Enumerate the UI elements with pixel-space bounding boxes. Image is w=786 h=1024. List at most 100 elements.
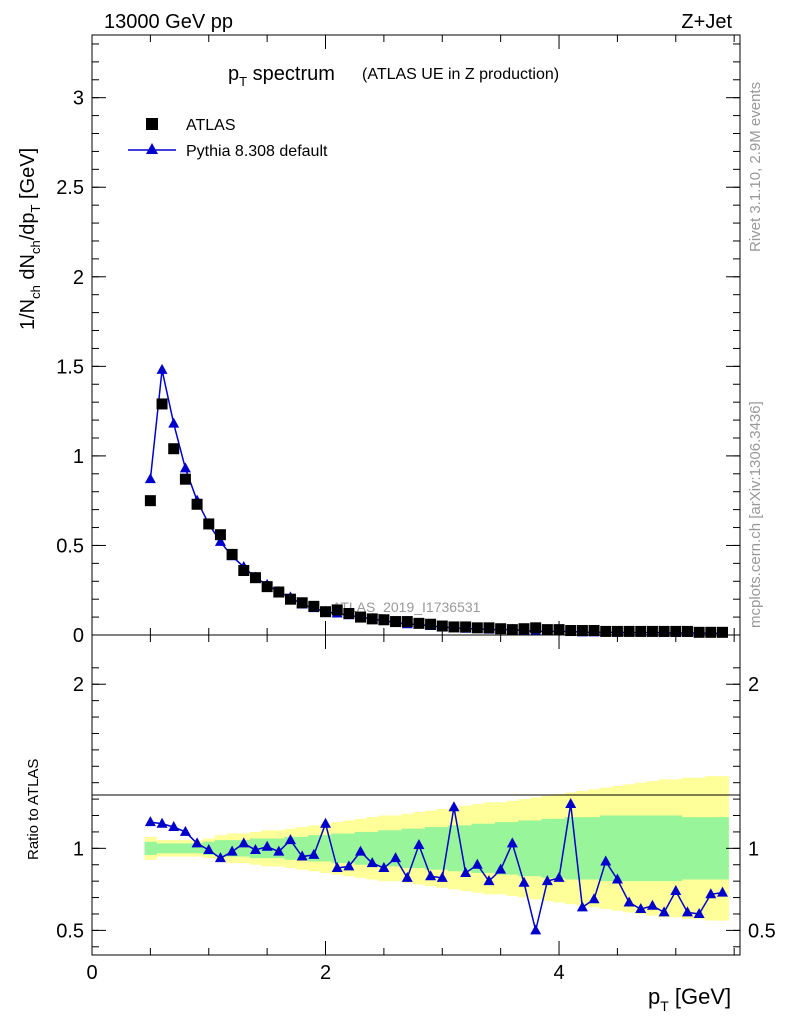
- mc-ratio-point: [565, 798, 577, 809]
- band-inner-bin: [144, 841, 157, 855]
- data-main-point: [611, 625, 623, 637]
- band-inner-bin: [471, 823, 484, 873]
- main-y-tick-label: 0: [73, 625, 84, 647]
- band-inner-bin: [331, 833, 344, 864]
- x-tick-label: 4: [553, 962, 564, 984]
- mc-ratio-point: [518, 876, 530, 887]
- ratio-y-tick-label-right: 2: [748, 674, 759, 696]
- band-inner-bin: [611, 815, 624, 882]
- mc-ratio-point: [331, 862, 343, 873]
- title-rest: spectrum: [247, 63, 335, 85]
- data-main-point: [670, 625, 682, 637]
- ylabel-part-1: 1/N: [17, 299, 39, 330]
- band-inner-bin: [401, 828, 414, 869]
- mc-ratio-series: [144, 798, 728, 935]
- mc-ratio-point: [378, 862, 390, 873]
- x-tick-label: 2: [320, 962, 331, 984]
- mc-ratio-point: [611, 873, 623, 884]
- mc-ratio-point: [308, 848, 320, 859]
- data-main-point: [390, 616, 402, 628]
- ratio-frame: [91, 634, 741, 956]
- mc-main-line: [149, 369, 723, 634]
- data-main-point: [284, 593, 296, 605]
- main-y-tick-label: 3: [73, 88, 84, 110]
- band-inner-bin: [693, 817, 706, 880]
- mc-ratio-point: [273, 845, 285, 856]
- data-main-point: [460, 621, 472, 633]
- data-main-point: [331, 604, 343, 616]
- data-main-point: [366, 613, 378, 625]
- mc-ratio-point: [483, 875, 495, 886]
- data-main-point: [681, 625, 693, 637]
- data-main-series: [144, 398, 728, 638]
- plot-title-extra: (ATLAS UE in Z production): [362, 66, 559, 83]
- mc-ratio-point: [238, 837, 250, 848]
- mc-ratio-point: [541, 875, 553, 886]
- mc-ratio-point: [203, 843, 215, 854]
- mc-ratio-point: [413, 839, 425, 850]
- data-main-point: [413, 617, 425, 629]
- mc-ratio-point: [179, 825, 191, 836]
- data-main-point: [518, 623, 530, 635]
- mc-ratio-point: [635, 903, 647, 914]
- plot-title: pT spectrum: [228, 63, 335, 89]
- band-inner-bin: [366, 831, 379, 865]
- mc-ratio-point: [191, 837, 203, 848]
- mc-ratio-point: [530, 924, 542, 935]
- data-main-point: [249, 572, 261, 584]
- mc-ratio-point: [226, 845, 238, 856]
- mc-ratio-point: [705, 888, 717, 899]
- mc-ratio-point: [144, 816, 156, 827]
- band-inner-bin: [378, 830, 391, 867]
- data-main-point: [320, 606, 332, 618]
- mc-ratio-point: [390, 852, 402, 863]
- mc-ratio-point: [681, 906, 693, 917]
- main-y-tick-label: 2: [73, 267, 84, 289]
- ylabel-sub-3: T: [28, 204, 43, 212]
- rivet-label: Rivet 3.1.10, 2.9M events: [747, 82, 764, 252]
- ylabel-sub-2: ch: [28, 240, 43, 254]
- data-main-point: [203, 518, 215, 530]
- mcplots-label: mcplots.cern.ch [arXiv:1306.3436]: [747, 401, 764, 628]
- data-main-point: [226, 548, 238, 560]
- band-inner-bin: [553, 818, 566, 878]
- data-main-point: [168, 443, 180, 455]
- legend: ATLAS Pythia 8.308 default: [128, 117, 328, 160]
- ylabel-part-4: [GeV]: [17, 148, 39, 205]
- ratio-y-tick-label-right: 0.5: [748, 920, 776, 942]
- ratio-y-tick-label-left: 2: [73, 674, 84, 696]
- main-y-tick-labels: 0 0.5 1 1.5 2 2.5 3: [56, 88, 84, 647]
- band-inner-bin: [156, 843, 169, 854]
- mc-ratio-point: [693, 907, 705, 918]
- data-main-point: [623, 625, 635, 637]
- xlabel-unit: [GeV]: [669, 984, 731, 1009]
- data-main-point: [506, 624, 518, 636]
- data-main-point: [553, 624, 565, 636]
- mc-ratio-point: [436, 871, 448, 882]
- mc-ratio-point: [261, 840, 273, 851]
- data-main-point: [261, 581, 273, 593]
- mc-ratio-point: [284, 834, 296, 845]
- mc-ratio-point: [448, 801, 460, 812]
- ratio-y-tick-label-left: 1: [73, 838, 84, 860]
- mc-ratio-point: [460, 866, 472, 877]
- data-main-point: [646, 625, 658, 637]
- data-main-point: [495, 623, 507, 635]
- mc-ratio-point: [600, 855, 612, 866]
- band-inner-bin: [669, 815, 683, 882]
- band-inner-bin: [424, 827, 437, 870]
- ratio-y-tick-label-left: 0.5: [56, 920, 84, 942]
- mc-ratio-point: [716, 886, 728, 897]
- xlabel-sub: T: [660, 998, 669, 1014]
- mc-ratio-point: [658, 906, 670, 917]
- main-ticks: [91, 35, 740, 636]
- data-main-point: [705, 626, 717, 638]
- mc-ratio-point: [471, 858, 483, 869]
- x-axis-label: pT [GeV]: [648, 984, 731, 1014]
- band-inner-bin: [623, 815, 636, 882]
- ylabel-sub-1: ch: [28, 285, 43, 299]
- band-inner-bin: [704, 817, 718, 880]
- mc-ratio-point: [156, 817, 168, 828]
- data-main-point: [471, 622, 483, 634]
